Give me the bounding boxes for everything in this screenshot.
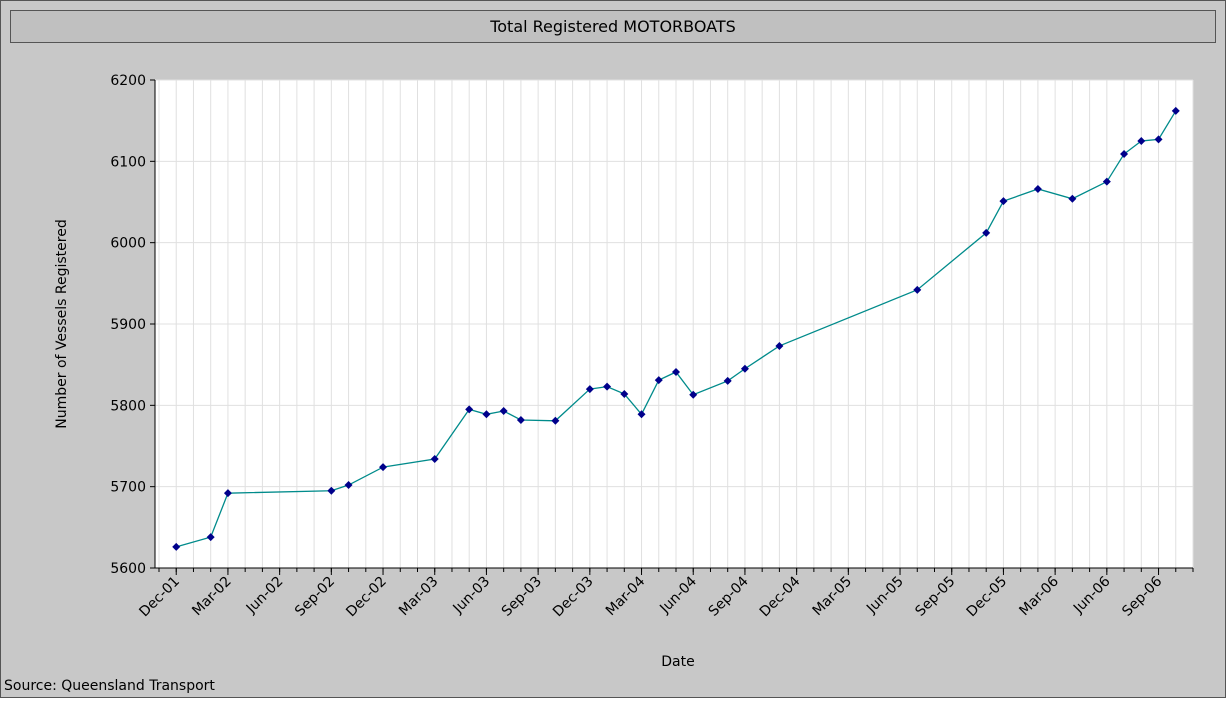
y-tick-label: 5900	[110, 317, 146, 333]
data-point	[344, 481, 353, 490]
data-point	[620, 389, 629, 398]
data-point	[913, 285, 922, 294]
data-point	[982, 228, 991, 237]
data-point	[327, 486, 336, 495]
y-tick-label: 6200	[110, 73, 146, 89]
source-note: Source: Queensland Transport	[4, 678, 215, 694]
data-point	[499, 407, 508, 416]
data-point	[740, 364, 749, 373]
data-line	[176, 110, 1177, 548]
data-point	[206, 533, 215, 542]
data-point	[482, 410, 491, 419]
data-point	[1102, 177, 1111, 186]
data-point	[585, 385, 594, 394]
data-point	[223, 489, 232, 498]
title-bar	[10, 10, 1216, 43]
data-point	[999, 197, 1008, 206]
data-point	[430, 455, 439, 464]
y-tick-label: 5600	[110, 561, 146, 577]
data-point	[1171, 106, 1180, 115]
data-point	[516, 415, 525, 424]
data-point	[603, 382, 612, 391]
data-point	[1137, 137, 1146, 145]
data-point	[654, 376, 663, 385]
data-point	[637, 410, 646, 419]
y-tick-label: 6000	[110, 236, 146, 252]
y-axis-label: Number of Vessels Registered	[54, 219, 70, 428]
data-point	[172, 542, 181, 551]
data-point	[775, 341, 784, 350]
data-point	[1154, 135, 1163, 144]
data-point	[1033, 184, 1042, 193]
x-axis-label: Date	[661, 654, 694, 670]
data-point	[379, 463, 388, 472]
data-point	[551, 416, 560, 425]
data-point	[689, 390, 698, 399]
chart-title: Total Registered MOTORBOATS	[489, 17, 736, 36]
y-tick-label: 5700	[110, 480, 146, 496]
data-point	[1120, 150, 1129, 159]
data-point	[465, 405, 474, 414]
data-point	[1068, 194, 1077, 203]
data-point	[723, 376, 732, 385]
data-point	[672, 367, 680, 376]
y-tick-label: 5800	[110, 398, 146, 414]
y-tick-label: 6100	[110, 154, 146, 170]
